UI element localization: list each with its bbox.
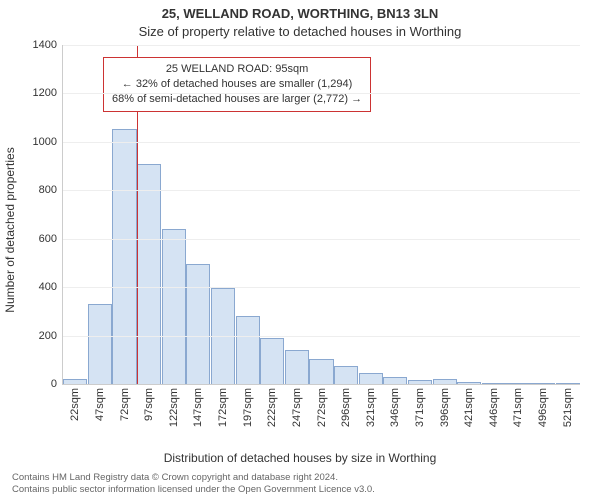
histogram-bar bbox=[556, 383, 580, 384]
histogram-bar bbox=[162, 229, 186, 384]
xtick-label: 521sqm bbox=[562, 388, 574, 427]
histogram-bar bbox=[285, 350, 309, 384]
xtick-label: 496sqm bbox=[537, 388, 549, 427]
xtick-label: 272sqm bbox=[316, 388, 328, 427]
xtick-label: 371sqm bbox=[414, 388, 426, 427]
histogram-bar bbox=[482, 383, 506, 384]
histogram-bar bbox=[457, 382, 481, 384]
ytick-label: 1400 bbox=[33, 39, 57, 51]
xtick-label: 446sqm bbox=[488, 388, 500, 427]
footer-attribution: Contains HM Land Registry data © Crown c… bbox=[12, 472, 588, 496]
gridline bbox=[63, 336, 580, 337]
histogram-bar bbox=[236, 316, 260, 384]
histogram-bar bbox=[334, 366, 358, 384]
histogram-bar bbox=[63, 379, 87, 384]
chart-container: 25, WELLAND ROAD, WORTHING, BN13 3LN Siz… bbox=[0, 0, 600, 500]
histogram-bar bbox=[433, 379, 457, 384]
gridline bbox=[63, 45, 580, 46]
xtick-label: 47sqm bbox=[94, 388, 106, 421]
xtick-label: 247sqm bbox=[291, 388, 303, 427]
chart-title-line1: 25, WELLAND ROAD, WORTHING, BN13 3LN bbox=[0, 6, 600, 21]
histogram-bar bbox=[88, 304, 112, 384]
ytick-label: 400 bbox=[39, 281, 57, 293]
histogram-bar bbox=[359, 373, 383, 384]
histogram-bar bbox=[112, 129, 136, 384]
footer-line-1: Contains HM Land Registry data © Crown c… bbox=[12, 472, 588, 484]
gridline bbox=[63, 287, 580, 288]
xtick-label: 296sqm bbox=[340, 388, 352, 427]
xtick-label: 122sqm bbox=[168, 388, 180, 427]
ytick-label: 0 bbox=[51, 378, 57, 390]
xtick-label: 396sqm bbox=[439, 388, 451, 427]
xtick-label: 321sqm bbox=[365, 388, 377, 427]
xtick-label: 147sqm bbox=[192, 388, 204, 427]
chart-title-line2: Size of property relative to detached ho… bbox=[0, 24, 600, 39]
gridline bbox=[63, 93, 580, 94]
xtick-label: 97sqm bbox=[143, 388, 155, 421]
histogram-bar bbox=[506, 383, 530, 384]
ytick-label: 200 bbox=[39, 330, 57, 342]
histogram-bar bbox=[408, 380, 432, 384]
annotation-line-2: ← 32% of detached houses are smaller (1,… bbox=[112, 77, 362, 92]
gridline bbox=[63, 239, 580, 240]
y-axis-label: Number of detached properties bbox=[3, 147, 17, 312]
histogram-bar bbox=[137, 164, 161, 384]
histogram-bar bbox=[309, 359, 333, 384]
ytick-label: 800 bbox=[39, 184, 57, 196]
ytick-label: 1000 bbox=[33, 136, 57, 148]
xtick-label: 346sqm bbox=[389, 388, 401, 427]
xtick-label: 72sqm bbox=[119, 388, 131, 421]
xtick-label: 172sqm bbox=[217, 388, 229, 427]
plot-area: 25 WELLAND ROAD: 95sqm ← 32% of detached… bbox=[62, 45, 580, 385]
gridline bbox=[63, 142, 580, 143]
xtick-label: 421sqm bbox=[463, 388, 475, 427]
xtick-label: 222sqm bbox=[266, 388, 278, 427]
histogram-bar bbox=[186, 264, 210, 384]
x-axis-label: Distribution of detached houses by size … bbox=[0, 451, 600, 465]
annotation-line-1: 25 WELLAND ROAD: 95sqm bbox=[112, 62, 362, 77]
gridline bbox=[63, 190, 580, 191]
histogram-bar bbox=[383, 377, 407, 384]
xtick-label: 471sqm bbox=[512, 388, 524, 427]
xtick-label: 197sqm bbox=[242, 388, 254, 427]
footer-line-2: Contains public sector information licen… bbox=[12, 484, 588, 496]
xtick-label: 22sqm bbox=[69, 388, 81, 421]
reference-annotation: 25 WELLAND ROAD: 95sqm ← 32% of detached… bbox=[103, 57, 371, 112]
ytick-label: 1200 bbox=[33, 87, 57, 99]
ytick-label: 600 bbox=[39, 233, 57, 245]
histogram-bar bbox=[260, 338, 284, 384]
histogram-bar bbox=[531, 383, 555, 384]
